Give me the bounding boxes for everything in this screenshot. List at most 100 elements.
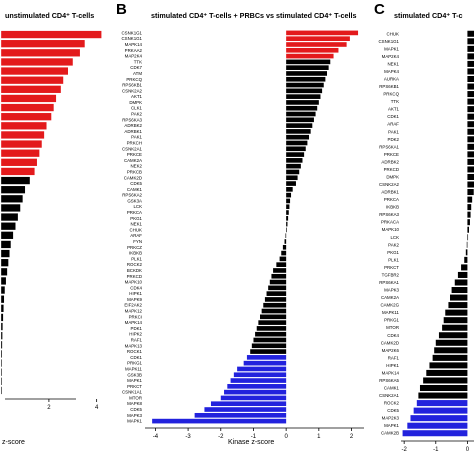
category-label: ROCK2 (384, 401, 400, 406)
x-tick-label: 2 (47, 405, 51, 411)
bar (413, 407, 468, 414)
category-label: CDK4 (130, 285, 142, 290)
bar (467, 60, 474, 67)
bar (286, 42, 347, 47)
category-label: MAPK9 (127, 297, 142, 302)
category-label: PAK1 (388, 129, 399, 134)
category-label: CDK1 (387, 114, 399, 119)
category-label: PKG1 (130, 216, 142, 221)
panel-b-bars (152, 30, 359, 424)
category-label: ATM (133, 71, 142, 76)
bar (466, 241, 468, 248)
bar (152, 418, 287, 424)
category-label: ROCK1 (127, 349, 143, 354)
bar (286, 123, 313, 128)
bar (237, 366, 287, 372)
bar (286, 53, 334, 59)
category-label: MAPK14 (125, 320, 143, 325)
bar (435, 339, 468, 346)
bar (1, 222, 16, 230)
bar (1, 350, 2, 358)
bar (286, 192, 292, 198)
bar (286, 82, 324, 88)
bar (467, 204, 472, 211)
category-label: PRKCB (127, 169, 142, 174)
bar (467, 189, 474, 196)
bar (407, 422, 468, 429)
x-tick-label: -1 (433, 447, 439, 453)
category-label: PRKCT (127, 384, 142, 389)
bar (286, 210, 289, 215)
panel-c: C stimulated CD4⁺ T-c CHUK CSNK1G1 MAPK1 MA… (374, 1, 474, 453)
bar (1, 277, 6, 285)
bar (467, 68, 474, 75)
bar (286, 163, 301, 169)
bar (263, 302, 287, 308)
bar (1, 386, 2, 395)
panel-b: B stimulated CD4⁺ T-cells + PRBCs vs sti… (116, 1, 364, 446)
bar (286, 111, 316, 117)
bar (448, 302, 468, 309)
category-label: MAP2K4 (382, 54, 400, 59)
bar (1, 204, 21, 212)
bar (256, 326, 287, 331)
category-label: MAPK8 (127, 401, 142, 406)
category-label: CSNK1G1 (122, 36, 143, 41)
bar (1, 249, 10, 258)
category-label: PRKCD (127, 274, 142, 279)
bar (467, 173, 474, 180)
category-label: CHUK (387, 31, 400, 36)
bar (467, 219, 470, 226)
category-label: CSNK2A2 (122, 88, 143, 93)
category-label: MAPK1 (384, 423, 399, 428)
bar (1, 140, 42, 148)
bar (1, 122, 47, 130)
bar (230, 378, 287, 383)
category-label: MAP2K4 (125, 54, 143, 59)
category-label: MAPK1 (384, 46, 399, 51)
category-label: CAMK1 (127, 187, 143, 192)
x-tick-label: 0 (466, 447, 470, 453)
bar (1, 103, 54, 112)
category-label: ADRBK1 (381, 190, 399, 195)
category-label: NEK1 (131, 222, 143, 227)
category-label: DMPK (386, 174, 399, 179)
bar (251, 343, 287, 349)
category-label: PRKCZ (127, 245, 142, 250)
bar (445, 309, 468, 316)
bar (1, 94, 57, 103)
bar (464, 256, 468, 263)
bar (286, 94, 321, 99)
bar (286, 47, 339, 53)
bar (438, 332, 468, 339)
category-label: MAPK3 (384, 288, 399, 293)
category-label: CAMK2D (124, 175, 142, 180)
bar (467, 226, 469, 233)
bar (260, 314, 287, 320)
category-label: PRKCH (127, 140, 142, 145)
bar (1, 186, 26, 194)
panel-a-bars (1, 30, 102, 395)
bar (1, 67, 69, 75)
category-label: CSNK1A1 (122, 390, 143, 395)
category-label: ADRBK2 (124, 123, 142, 128)
category-label: MAPK10 (125, 280, 143, 285)
bar (461, 264, 468, 271)
bar (467, 121, 474, 128)
bar (253, 337, 287, 343)
bar (1, 240, 11, 249)
category-label: MAPK4 (384, 69, 399, 74)
category-label: TGFBR2 (382, 272, 400, 277)
category-label: CDK5 (130, 407, 142, 412)
bar (465, 249, 468, 256)
category-label: MAP2K3 (382, 416, 400, 421)
category-label: PRKCD (384, 167, 399, 172)
panel-b-category-labels: CSNK1G1CSNK1G1MAPK14PRKAA2MAP2K4TTKCDK7A… (122, 30, 143, 423)
category-label: AKT1 (388, 107, 400, 112)
category-label: PRKCA (384, 197, 399, 202)
bar (224, 389, 287, 395)
category-label: MAPK3 (127, 413, 142, 418)
bar (1, 332, 3, 340)
bar (286, 65, 329, 70)
